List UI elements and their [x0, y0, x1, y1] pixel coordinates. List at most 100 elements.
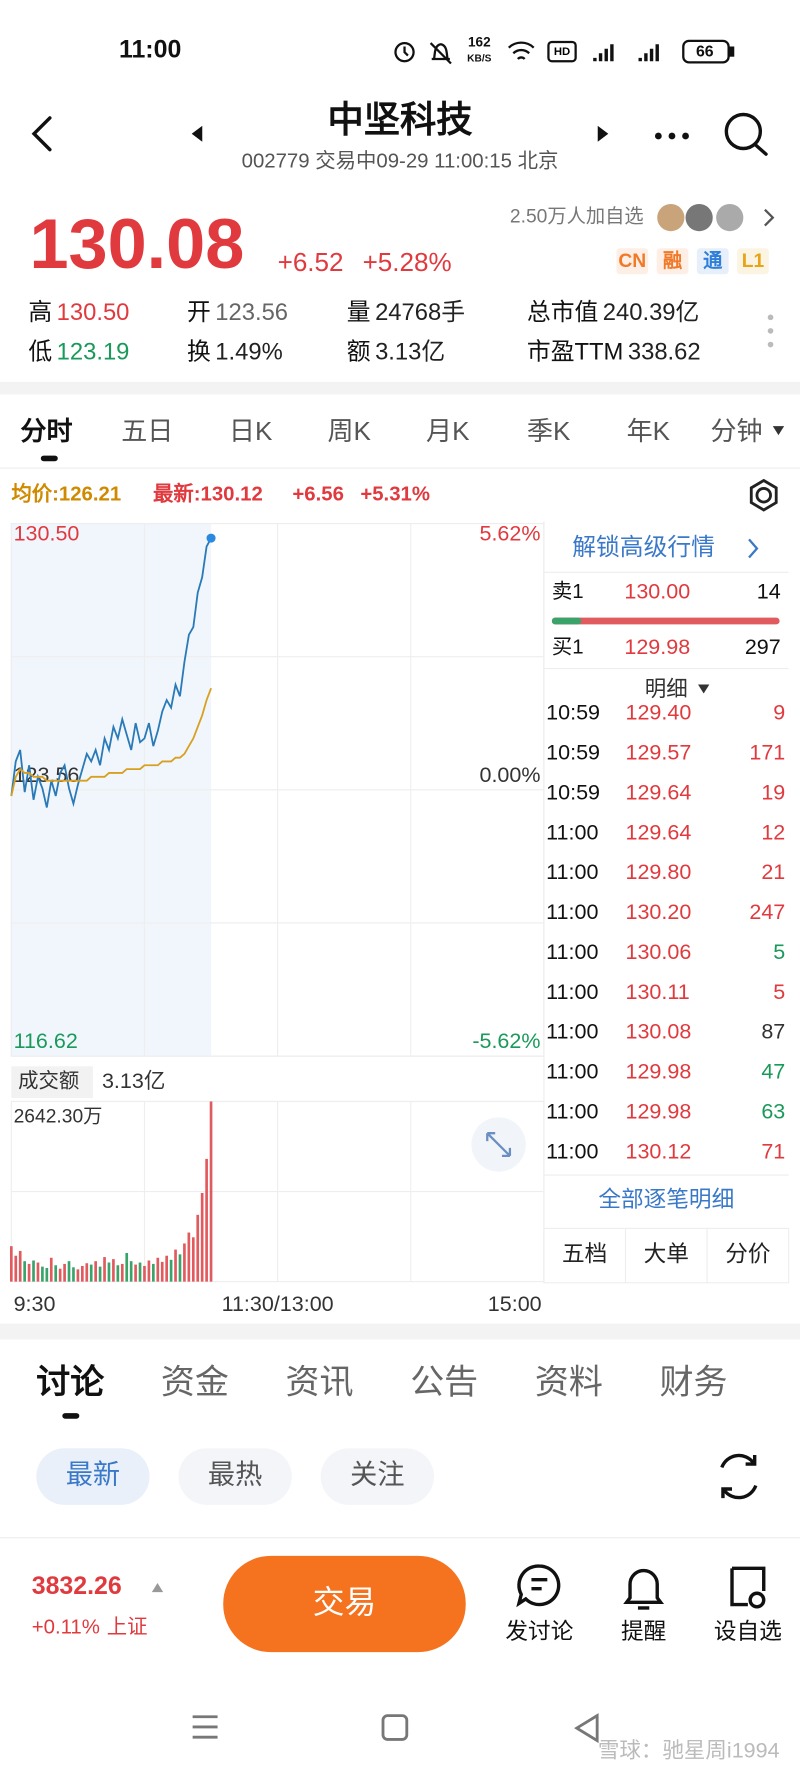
- content-tab[interactable]: 资讯: [286, 1364, 354, 1402]
- badge: L1: [742, 251, 765, 272]
- content-tab[interactable]: 资料: [535, 1364, 603, 1402]
- stat-value: 240.39亿: [603, 299, 700, 326]
- action-label[interactable]: 设自选: [714, 1618, 782, 1644]
- content-tab[interactable]: 讨论: [36, 1364, 105, 1402]
- volume-bar: [152, 1263, 155, 1282]
- chart-tab[interactable]: 年K: [627, 416, 671, 446]
- volume-bar: [112, 1259, 115, 1282]
- stat-value: 123.19: [57, 339, 130, 366]
- chart-tab[interactable]: 日K: [229, 416, 273, 446]
- trade-volume: 171: [749, 741, 785, 765]
- book-label: 卖1: [552, 580, 584, 603]
- volume-bar: [49, 1257, 53, 1282]
- status-time: 11:00: [119, 36, 181, 64]
- trade-button-label[interactable]: 交易: [313, 1584, 376, 1620]
- trade-volume: 19: [761, 780, 785, 804]
- followers: 2.50万人加自选: [510, 206, 644, 228]
- more-stats[interactable]: [767, 314, 774, 348]
- refresh-button[interactable]: [720, 1453, 758, 1500]
- prev-stock[interactable]: [191, 125, 203, 142]
- action-label[interactable]: 发讨论: [505, 1618, 573, 1644]
- volume-bar: [178, 1254, 182, 1282]
- trade-time: 11:00: [546, 980, 598, 1004]
- volume-bar: [205, 1158, 208, 1282]
- detail-title[interactable]: 明细: [645, 677, 688, 701]
- volume-bar: [187, 1232, 191, 1282]
- stat-label: 总市值: [527, 299, 598, 326]
- book-volume: 297: [745, 635, 781, 659]
- stat: 换 1.49%: [187, 339, 283, 366]
- y2-tick-label: 0.00%: [479, 763, 540, 787]
- chart-tab[interactable]: 分钟: [710, 416, 762, 446]
- trade-volume: 47: [761, 1060, 785, 1084]
- filter-label[interactable]: 最新: [66, 1459, 120, 1490]
- index-value: 3832.26: [32, 1572, 122, 1600]
- trade-time: 11:00: [546, 900, 598, 924]
- search-button[interactable]: [724, 112, 768, 156]
- volume-bar: [156, 1257, 160, 1282]
- y2-tick-label: -5.62%: [472, 1029, 540, 1053]
- volume-bar: [103, 1257, 106, 1282]
- stat-label: 低: [28, 339, 52, 366]
- volume-bar: [147, 1260, 151, 1282]
- next-stock[interactable]: [597, 125, 609, 142]
- chart-tab[interactable]: 周K: [327, 416, 371, 446]
- trade-time: 11:00: [546, 820, 598, 844]
- filter-pill[interactable]: [320, 1448, 434, 1505]
- stat-label: 换: [187, 339, 211, 366]
- battery-level: 66: [696, 43, 714, 60]
- volume-bar: [165, 1255, 168, 1282]
- index-change-pct: +0.11%: [32, 1617, 100, 1639]
- trade-volume: 87: [761, 1020, 785, 1044]
- trade-volume: 21: [761, 860, 785, 884]
- filter-label[interactable]: 关注: [350, 1459, 404, 1490]
- panel-tab[interactable]: 分价: [725, 1241, 770, 1267]
- chart-tab[interactable]: 五日: [121, 416, 173, 446]
- trade-volume: 5: [773, 980, 785, 1004]
- action-icons: [516, 1564, 766, 1610]
- all-trades-link[interactable]: 全部逐笔明细: [598, 1186, 734, 1212]
- stat-label: 量: [347, 299, 371, 326]
- filter-pill[interactable]: [36, 1448, 150, 1505]
- badge-bg: [616, 248, 649, 275]
- trade-volume: 247: [749, 900, 785, 924]
- volume-bar: [58, 1268, 62, 1282]
- content-tab[interactable]: 公告: [410, 1364, 478, 1402]
- x-tick-label: 11:30/13:00: [222, 1292, 334, 1316]
- volume-bar: [54, 1265, 58, 1282]
- trade-button[interactable]: [223, 1555, 466, 1653]
- volume-bar: [72, 1267, 75, 1282]
- more-button[interactable]: [654, 132, 689, 140]
- index-arrow: [151, 1583, 164, 1593]
- action-label[interactable]: 提醒: [621, 1618, 666, 1644]
- filter-pill[interactable]: [178, 1448, 292, 1505]
- panel-tab[interactable]: 大单: [644, 1241, 689, 1267]
- trade-price: 129.98: [625, 1099, 691, 1123]
- detail-dropdown: [698, 684, 710, 694]
- filter-label[interactable]: 最热: [208, 1459, 262, 1490]
- content-tab[interactable]: 资金: [161, 1364, 229, 1402]
- expand-button[interactable]: [471, 1117, 526, 1172]
- content-tab[interactable]: 财务: [659, 1364, 727, 1402]
- volume-bar: [129, 1261, 133, 1282]
- avg-line: [10, 687, 212, 797]
- chart-tab[interactable]: 季K: [527, 416, 571, 446]
- chart-tab[interactable]: 分时: [20, 416, 72, 446]
- nav-home[interactable]: [381, 1714, 409, 1741]
- settings-button[interactable]: [749, 478, 778, 512]
- trade-price: 130.08: [625, 1020, 691, 1044]
- chart-tab[interactable]: 月K: [426, 416, 470, 446]
- header-icons: [31, 112, 768, 156]
- stat: 低 123.19: [28, 339, 129, 366]
- panel-tab[interactable]: 五档: [562, 1241, 607, 1267]
- badge-bg: [696, 248, 729, 275]
- nav-menu[interactable]: [192, 1715, 218, 1739]
- stock-title: 中坚科技: [327, 99, 473, 140]
- tab-indicator: [40, 455, 58, 462]
- unlock-link[interactable]: 解锁高级行情: [572, 534, 715, 561]
- back-button[interactable]: [31, 116, 52, 152]
- trade-time: 11:00: [546, 1020, 598, 1044]
- nav-back[interactable]: [574, 1713, 599, 1744]
- volume-bar: [36, 1262, 40, 1282]
- price-line: [10, 537, 212, 808]
